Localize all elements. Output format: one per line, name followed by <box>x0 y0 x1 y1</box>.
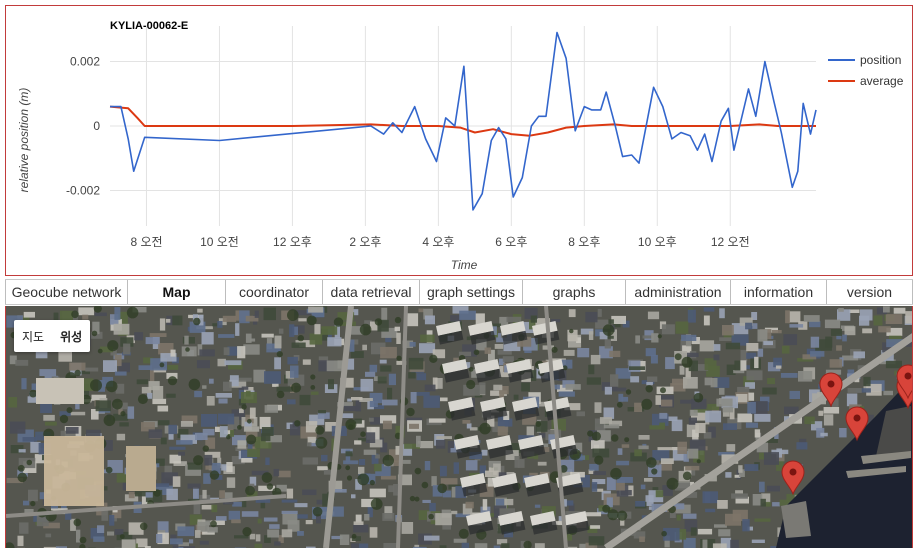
map-type-satellite-button[interactable]: 위성 <box>60 329 83 344</box>
x-tick-label-1: 10 오전 <box>200 235 239 249</box>
x-tick-label-6: 8 오후 <box>568 235 600 249</box>
map-marker-0[interactable] <box>819 372 843 408</box>
satellite-map[interactable]: 지도 위성 <box>5 306 913 548</box>
tab-map[interactable]: Map <box>128 280 226 304</box>
chart-legend: position average <box>828 53 904 88</box>
chart-panel: KYLIA-00062-E 0.002 0 -0.002 8 오전 10 오전 12 오… <box>5 5 913 276</box>
series-line-average <box>109 105 816 137</box>
tab-bar: Geocube network Map coordinator data retrie… <box>5 279 913 305</box>
satellite-imagery[interactable] <box>6 306 913 548</box>
x-axis-ticks: 8 오전 10 오전 12 오후 2 오후 4 오후 6 오후 8 오후 10 오후 12 오전 <box>130 235 749 249</box>
x-tick-label-0: 8 오전 <box>130 235 162 249</box>
y-axis-label: relative position (m) <box>17 88 31 193</box>
x-tick-label-4: 4 오후 <box>422 235 454 249</box>
tab-information[interactable]: information <box>731 280 827 304</box>
x-axis-label: Time <box>451 258 478 272</box>
series-lines <box>109 31 817 211</box>
map-type-control: 지도 위성 <box>14 320 91 352</box>
x-tick-label-2: 12 오후 <box>273 235 312 249</box>
map-marker-3[interactable] <box>896 364 913 400</box>
tab-geocube-network[interactable]: Geocube network <box>5 280 128 304</box>
x-tick-label-3: 2 오후 <box>349 235 381 249</box>
map-type-roadmap-button[interactable]: 지도 <box>22 329 45 344</box>
legend-label-position: position <box>860 53 901 67</box>
x-tick-label-5: 6 오후 <box>495 235 527 249</box>
y-tick-label-1: 0 <box>93 119 100 133</box>
position-chart: KYLIA-00062-E 0.002 0 -0.002 8 오전 10 오전 12 오… <box>17 20 904 272</box>
series-line-position <box>110 31 817 211</box>
y-tick-label-0: 0.002 <box>70 54 100 68</box>
tab-data-retrieval[interactable]: data retrieval <box>323 280 420 304</box>
tab-version[interactable]: version <box>827 280 913 304</box>
map-marker-1[interactable] <box>845 406 869 442</box>
map-marker-4[interactable] <box>781 460 805 496</box>
tab-graph-settings[interactable]: graph settings <box>420 280 523 304</box>
tab-coordinator[interactable]: coordinator <box>226 280 323 304</box>
x-tick-label-7: 10 오후 <box>638 235 677 249</box>
y-axis-ticks: 0.002 0 -0.002 <box>66 54 100 197</box>
y-tick-label-2: -0.002 <box>66 184 100 198</box>
tab-administration[interactable]: administration <box>626 280 731 304</box>
tab-graphs[interactable]: graphs <box>523 280 626 304</box>
x-tick-label-8: 12 오전 <box>711 235 750 249</box>
chart-title: KYLIA-00062-E <box>110 20 188 32</box>
legend-label-average: average <box>860 74 904 88</box>
